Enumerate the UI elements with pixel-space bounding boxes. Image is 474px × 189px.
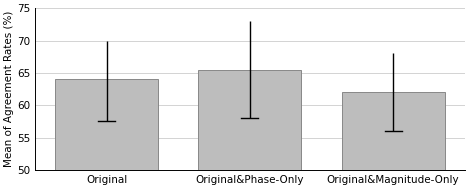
Y-axis label: Mean of Agreement Rates (%): Mean of Agreement Rates (%): [4, 11, 14, 167]
Bar: [198, 70, 301, 170]
Bar: [342, 92, 445, 170]
Bar: [55, 79, 158, 170]
